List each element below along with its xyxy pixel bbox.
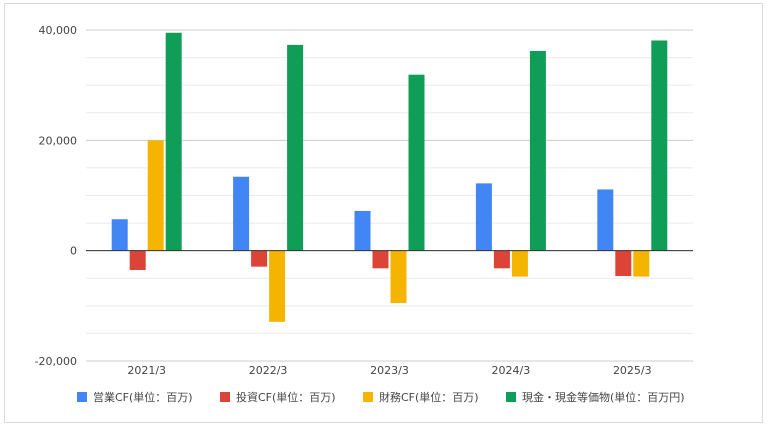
bar-series4-4 [529,50,546,251]
legend-swatch [363,392,373,402]
x-tick-label: 2025/3 [613,364,652,377]
x-tick-label: 2024/3 [492,364,531,377]
bar-series2-4 [493,250,510,269]
bar-series2-3 [372,250,389,269]
bar-series4-3 [408,74,425,251]
bar-series3-1 [147,140,164,251]
y-axis-ticks: 40,000 20,000 0 -20,000 [35,24,77,368]
legend-label: 財務CF(単位：百万) [379,390,479,404]
bar-series1-2 [233,176,250,251]
x-tick-label: 2023/3 [370,364,409,377]
x-axis-ticks: 2021/3 2022/3 2023/3 2024/3 2025/3 [127,364,651,377]
legend-swatch [220,392,230,402]
y-tick-label: 20,000 [39,134,78,147]
bar-series1-1 [111,219,128,251]
chart-frame: 40,000 20,000 0 -20,000 2021/3 2022/3 2023/3 2… [4,3,763,423]
legend: 営業CF(単位：百万) 投資CF(単位：百万) 財務CF(単位：百万) 現金・現金等価… [77,390,685,404]
bars [111,32,668,322]
bar-series2-5 [615,250,632,277]
legend-label: 投資CF(単位：百万) [236,390,336,404]
bar-series1-5 [597,189,614,251]
x-tick-label: 2022/3 [249,364,288,377]
legend-label: 営業CF(単位：百万) [93,390,193,404]
bar-series3-2 [269,250,286,322]
bar-series2-2 [251,250,268,267]
y-tick-label: -20,000 [35,355,77,368]
bar-series4-5 [651,40,668,251]
bar-series1-4 [475,183,492,251]
bar-series1-3 [354,210,371,251]
y-tick-label: 40,000 [39,24,78,37]
bar-series4-2 [287,44,304,251]
legend-swatch [77,392,87,402]
x-tick-label: 2021/3 [127,364,166,377]
bar-series3-4 [511,250,528,277]
bar-series2-1 [129,250,146,270]
legend-swatch [506,392,516,402]
bar-series3-3 [390,250,407,304]
legend-label: 現金・現金等価物(単位：百万円) [522,390,685,404]
bar-series4-1 [165,32,182,251]
y-tick-label: 0 [70,245,77,258]
bar-series3-5 [633,250,650,277]
